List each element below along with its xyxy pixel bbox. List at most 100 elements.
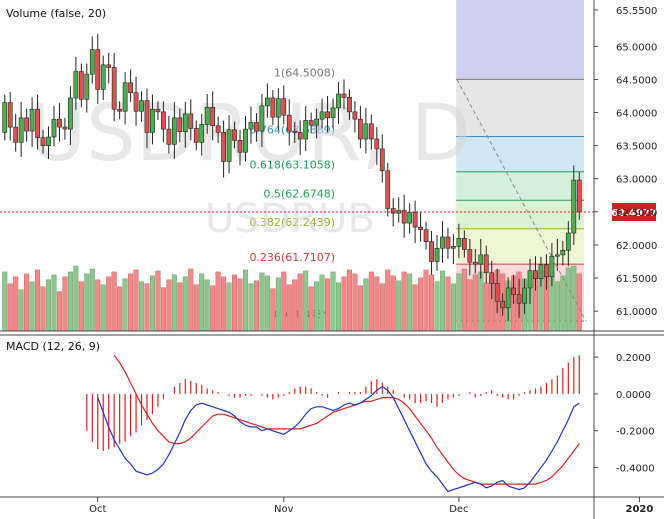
candle-body	[472, 261, 478, 265]
volume-bar	[554, 281, 560, 332]
volume-bar	[407, 273, 413, 332]
candle-body	[188, 113, 194, 129]
volume-bar	[363, 278, 369, 332]
candle-body	[483, 254, 489, 274]
volume-bar	[106, 276, 112, 332]
fib-zone-0.618	[456, 171, 584, 201]
candle-body	[489, 272, 495, 284]
candle-body	[226, 129, 232, 162]
watermark-symbol: USDRUR, D	[29, 89, 471, 179]
volume-bar	[434, 281, 440, 332]
volume-bar	[281, 271, 287, 332]
last-price-tag	[612, 202, 656, 221]
candle-body	[193, 128, 199, 143]
volume-bar	[171, 274, 177, 332]
volume-bar	[472, 274, 478, 332]
volume-bar	[270, 288, 276, 332]
volume-bar	[423, 269, 429, 332]
volume-bar	[62, 276, 68, 332]
volume-bar	[303, 270, 309, 332]
price-tick-label: 61.0000	[616, 307, 657, 318]
candle-body	[171, 117, 177, 145]
volume-bar	[139, 281, 145, 332]
volume-bar	[117, 286, 123, 332]
candle-body	[325, 111, 330, 119]
macd-tick-label: -0.4000	[616, 464, 655, 475]
volume-bar	[253, 280, 259, 332]
volume-bar	[264, 275, 270, 332]
candle-body	[538, 264, 544, 280]
candle-body	[533, 270, 538, 280]
volume-bar	[100, 284, 106, 332]
candle-body	[554, 254, 560, 257]
volume-bar	[24, 273, 30, 332]
volume-bar	[160, 287, 166, 332]
candle-body	[478, 254, 484, 265]
candle-body	[133, 92, 139, 112]
candle-body	[385, 170, 391, 209]
candlesticks	[2, 33, 582, 322]
candle-body	[314, 118, 320, 126]
fib-zone-1	[456, 79, 584, 137]
volume-bar	[357, 285, 363, 332]
candle-body	[18, 117, 24, 143]
candle-body	[264, 97, 270, 107]
trendline[interactable]	[456, 79, 587, 322]
volume-bar	[412, 284, 418, 332]
price-tick-label: 64.0000	[616, 109, 657, 120]
last-price-value: 62.4977	[611, 208, 657, 219]
volume-bar	[248, 283, 254, 332]
volume-bar	[483, 282, 489, 332]
volume-bar	[122, 278, 128, 332]
time-axis[interactable]: OctNovDec2020Feb	[89, 497, 664, 515]
volume-bar	[7, 283, 13, 332]
volume-bar	[237, 278, 243, 332]
volume-bar	[73, 265, 79, 332]
trendline-segment[interactable]	[456, 79, 587, 322]
volume-bar	[232, 274, 238, 332]
volume-bar	[401, 271, 407, 332]
macd-axis[interactable]: 0.2000 0.0000 -0.2000 -0.4000	[594, 353, 655, 475]
candle-body	[440, 236, 445, 249]
volume-bar	[352, 273, 358, 332]
volume-bar	[385, 269, 391, 332]
candle-body	[24, 117, 30, 132]
candle-body	[248, 122, 254, 130]
candle-body	[303, 120, 309, 140]
candle-body	[549, 255, 555, 278]
candle-body	[412, 212, 418, 228]
volume-bar	[379, 283, 385, 332]
price-axis[interactable]: 65.5500 65.0000 64.5000 64.0000 63.5000 63.00…	[594, 6, 657, 318]
candle-body	[347, 97, 352, 113]
candle-body	[57, 118, 62, 128]
fib-level-label-1: 1(64.5008)	[274, 66, 335, 79]
candle-body	[46, 136, 51, 146]
volume-bar	[51, 274, 57, 332]
volume-bar	[456, 273, 462, 332]
volume-bar	[319, 274, 325, 332]
watermark-pair: USDRUB	[205, 196, 375, 242]
candle-body	[418, 226, 423, 231]
volume-bar	[336, 282, 342, 332]
volume-bar	[188, 268, 194, 332]
candle-body	[84, 73, 90, 100]
volume-bar	[149, 275, 155, 332]
fib-level-label-0.382: 0.382(62.2439)	[249, 216, 335, 229]
volume-bar	[560, 275, 566, 332]
candle-body	[527, 270, 533, 289]
fib-level-label-0.618: 0.618(63.1058)	[249, 159, 335, 172]
volume-bar	[292, 279, 298, 332]
fib-level-label-0.236: 0.236(61.7107)	[249, 251, 335, 264]
fib-zone-0.5	[456, 200, 584, 229]
macd-line-macd	[97, 385, 580, 493]
volume-bar	[56, 291, 62, 332]
volume-bar	[286, 284, 292, 332]
price-tick-label: 62.0000	[616, 241, 657, 252]
volume-bar	[215, 271, 221, 332]
volume-bar	[576, 273, 582, 332]
candle-body	[281, 98, 287, 116]
price-tick-label: 63.0000	[616, 175, 657, 186]
time-tick-label: Nov	[274, 504, 294, 515]
volume-bar	[166, 279, 172, 332]
candle-body	[243, 128, 248, 153]
